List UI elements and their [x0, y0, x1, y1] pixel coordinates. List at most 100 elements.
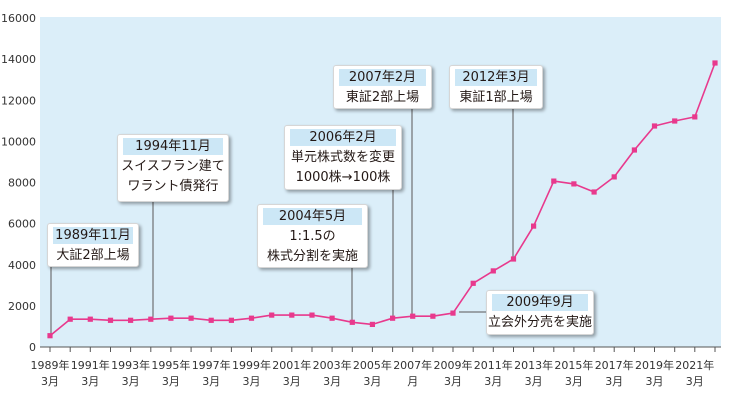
data-point [692, 114, 698, 120]
data-point [571, 181, 577, 187]
data-point [510, 256, 517, 262]
x-tick-label-year: 2017年 [595, 358, 634, 372]
annotation-date: 1989年11月 [53, 227, 133, 244]
annotation-box: 2006年2月 単元株式数を変更 1000株→100株 [284, 125, 402, 190]
y-tick-label: 16000 [1, 12, 36, 25]
series-line [49, 62, 716, 337]
x-tick-label-year: 2015年 [554, 358, 593, 372]
data-point [87, 316, 93, 322]
x-tick-label-month: 3月 [202, 375, 220, 388]
data-point [349, 319, 355, 325]
annotation-box: 2004年5月 1:1.5の 株式分割を実施 [257, 204, 368, 268]
data-point [67, 316, 73, 322]
data-point [188, 315, 194, 321]
x-tick-label-month: 3月 [525, 375, 543, 388]
x-tick-label-year: 1993年 [111, 358, 150, 372]
x-tick-label-year: 1997年 [192, 358, 231, 372]
x-tick-label-month: 3月 [162, 375, 180, 388]
annotation-text: 大証2部上場 [56, 248, 130, 263]
annotation-text: 株式分割を実施 [266, 249, 358, 264]
x-tick-label-month: 3月 [565, 375, 583, 388]
annotation-text: スイスフラン建て [121, 159, 225, 174]
data-point-markers [47, 60, 718, 339]
x-tick-label-month: 3月 [81, 375, 99, 388]
y-tick-label: 2000 [8, 300, 36, 313]
x-axis-labels: 1989年 3月 1991年 3月 1993年 3月 1995年 3月 1997年 3月 1999年… [31, 358, 715, 388]
annotation-text: 1:1.5の [289, 229, 336, 244]
data-point [591, 189, 597, 195]
x-tick-label-year: 2011年 [474, 358, 513, 372]
data-point [329, 315, 335, 321]
data-point [148, 316, 154, 322]
data-point [128, 317, 134, 323]
x-tick-label-month: 3月 [363, 375, 381, 388]
annotation-text: 東証1部上場 [459, 90, 533, 105]
y-tick-label: 14000 [1, 53, 36, 66]
data-point [228, 317, 234, 323]
series-group [49, 62, 716, 337]
x-tick-label-year: 1995年 [151, 358, 190, 372]
data-point [269, 312, 275, 318]
x-tick-label-month: 3月 [283, 375, 301, 388]
x-tick-label-year: 2005年 [353, 358, 392, 372]
y-tick-label: 10000 [1, 135, 36, 148]
annotation-box: 2009年9月 立会外分売を実施 [486, 290, 594, 335]
annotation-text: 1000株→100株 [295, 170, 391, 185]
annotation-pointers [50, 109, 514, 336]
data-point [107, 317, 114, 323]
annotation-box: 2007年2月 東証2部上場 [333, 65, 432, 109]
data-point [531, 223, 537, 229]
data-point [369, 321, 375, 327]
data-point [248, 315, 255, 321]
x-tick-label-month: 3月 [41, 375, 59, 388]
y-tick-label: 12000 [1, 94, 36, 107]
annotation-text: 東証2部上場 [345, 90, 420, 105]
x-tick-label-year: 2013年 [514, 358, 553, 372]
x-tick-label-month: 3月 [243, 375, 261, 388]
x-tick-label-month: 3月 [444, 375, 462, 388]
data-point [631, 147, 637, 153]
y-tick-label: 0 [29, 341, 36, 354]
x-tick-label-year: 1991年 [71, 358, 110, 372]
x-tick-marks [49, 347, 716, 352]
annotation-text: 単元株式数を変更 [290, 150, 395, 165]
data-point [611, 174, 617, 180]
y-tick-label: 8000 [8, 177, 36, 190]
x-tick-label-month: 3月 [605, 375, 623, 388]
annotation-box: 1994年11月 スイスフラン建て ワラント債発行 [117, 134, 229, 202]
annotation-date: 2009年9月 [492, 294, 588, 311]
data-point [450, 310, 456, 316]
data-point [410, 313, 416, 319]
x-tick-label-month: 3月 [122, 375, 140, 388]
annotation-date: 2012年3月 [455, 69, 537, 86]
annotation-text: 立会外分売を実施 [487, 315, 592, 330]
data-point [712, 60, 718, 66]
data-point [470, 280, 476, 286]
x-tick-label-year: 2009年 [434, 358, 473, 372]
data-point [490, 268, 496, 274]
annotation-date: 1994年11月 [123, 138, 223, 155]
y-tick-label: 4000 [8, 259, 36, 272]
annotation-date: 2006年2月 [290, 129, 396, 146]
annotation-box: 2012年3月 東証1部上場 [449, 65, 543, 109]
x-tick-label-month: 月 [407, 375, 418, 388]
x-tick-label-year: 2003年 [313, 358, 352, 372]
y-axis-labels: 0 2000 4000 6000 8000 10000 12000 14000 16000 [1, 12, 36, 354]
x-tick-label-month: 3月 [484, 375, 502, 388]
annotation-text: ワラント債発行 [127, 179, 219, 194]
x-tick-label-year: 1989年 [31, 358, 70, 372]
data-point [168, 315, 174, 321]
x-tick-label-month: 3月 [323, 375, 341, 388]
x-tick-label-year: 2019年 [635, 358, 674, 372]
data-point [551, 178, 557, 184]
x-tick-label-year: 2021年 [675, 358, 714, 372]
data-point [47, 333, 53, 339]
data-point [672, 118, 678, 124]
data-point [309, 312, 315, 318]
x-tick-label-year: 1999年 [232, 358, 271, 372]
data-point [289, 312, 295, 318]
data-point [208, 317, 214, 323]
annotation-date: 2007年2月 [339, 69, 426, 86]
